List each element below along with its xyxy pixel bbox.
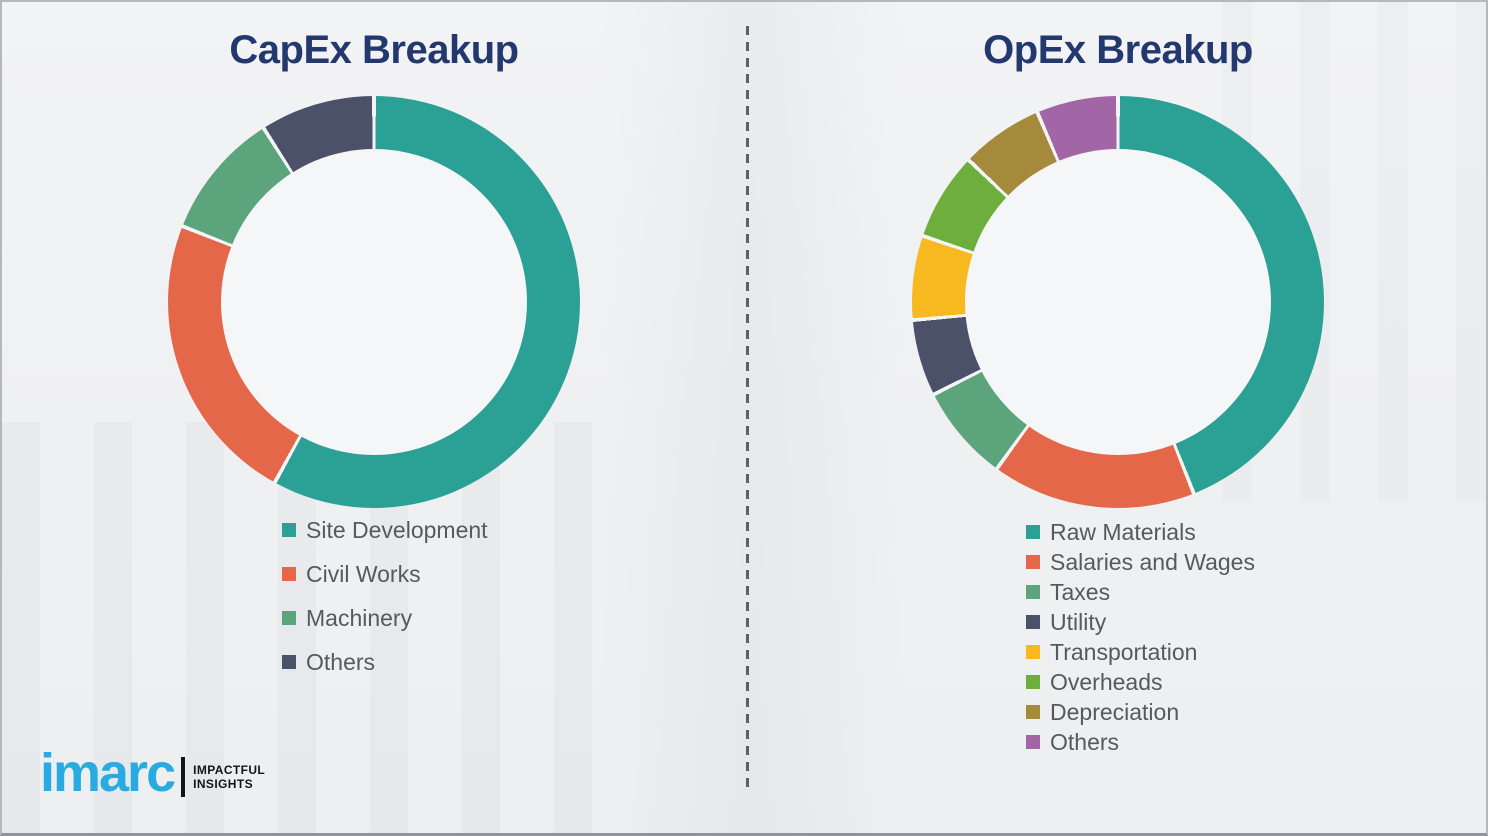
legend-label: Overheads xyxy=(1050,668,1163,695)
legend-label: Raw Materials xyxy=(1050,518,1196,545)
legend-item: Overheads xyxy=(1026,667,1255,697)
legend-label: Transportation xyxy=(1050,638,1198,665)
legend-label: Others xyxy=(306,648,376,675)
opex-legend: Raw Materials Salaries and Wages Taxes Util… xyxy=(1026,517,1255,757)
opex-donut-chart xyxy=(912,96,1324,508)
opex-chart-title: OpEx Breakup xyxy=(983,28,1253,72)
legend-item: Machinery xyxy=(282,596,488,640)
legend-label: Taxes xyxy=(1050,578,1111,605)
legend-swatch-icon xyxy=(1026,585,1040,599)
legend-swatch-icon xyxy=(282,611,296,625)
legend-label: Machinery xyxy=(306,604,413,631)
legend-item: Salaries and Wages xyxy=(1026,547,1255,577)
imarc-logo: imarc IMPACTFUL INSIGHTS xyxy=(40,743,265,804)
legend-item: Raw Materials xyxy=(1026,517,1255,547)
legend-item: Transportation xyxy=(1026,637,1255,667)
imarc-logo-divider-bar xyxy=(181,757,186,797)
legend-item: Depreciation xyxy=(1026,697,1255,727)
legend-swatch-icon xyxy=(1026,525,1040,539)
legend-label: Salaries and Wages xyxy=(1050,548,1255,575)
legend-label: Others xyxy=(1050,728,1120,755)
legend-swatch-icon xyxy=(282,523,296,537)
legend-swatch-icon xyxy=(282,567,296,581)
legend-swatch-icon xyxy=(1026,615,1040,629)
legend-swatch-icon xyxy=(1026,735,1040,749)
legend-swatch-icon xyxy=(1026,705,1040,719)
legend-label: Utility xyxy=(1050,608,1107,635)
legend-item: Civil Works xyxy=(282,552,488,596)
capex-panel: CapEx Breakup Site Development Civil Work… xyxy=(2,2,746,833)
legend-swatch-icon xyxy=(1026,675,1040,689)
legend-item: Others xyxy=(1026,727,1255,757)
imarc-logo-tagline: IMPACTFUL INSIGHTS xyxy=(193,763,265,792)
legend-item: Others xyxy=(282,640,488,684)
opex-donut-hole xyxy=(965,149,1271,455)
legend-item: Utility xyxy=(1026,607,1255,637)
legend-label: Depreciation xyxy=(1050,698,1180,725)
imarc-logo-wordmark: imarc xyxy=(40,743,176,804)
capex-chart-title: CapEx Breakup xyxy=(229,28,519,72)
imarc-tagline-line1: IMPACTFUL xyxy=(193,762,266,777)
dashed-divider-line xyxy=(746,26,749,792)
legend-item: Taxes xyxy=(1026,577,1255,607)
legend-label: Civil Works xyxy=(306,560,421,587)
imarc-tagline-line2: INSIGHTS xyxy=(193,777,253,791)
capex-legend: Site Development Civil Works Machinery Othe… xyxy=(282,508,488,684)
opex-panel: OpEx Breakup Raw Materials Salaries and W… xyxy=(746,2,1486,833)
legend-swatch-icon xyxy=(282,655,296,669)
capex-donut-chart xyxy=(168,96,580,508)
legend-swatch-icon xyxy=(1026,555,1040,569)
legend-label: Site Development xyxy=(306,516,488,543)
legend-item: Site Development xyxy=(282,508,488,552)
capex-donut-hole xyxy=(221,149,527,455)
legend-swatch-icon xyxy=(1026,645,1040,659)
